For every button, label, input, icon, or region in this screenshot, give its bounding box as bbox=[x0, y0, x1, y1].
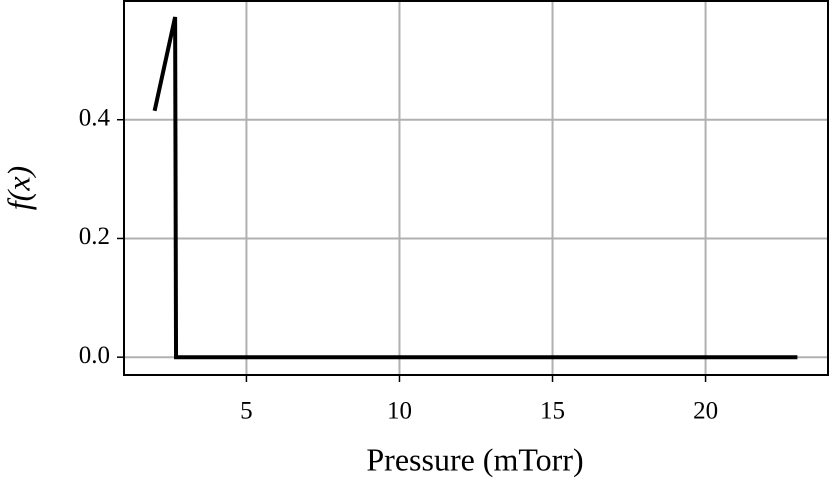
y-tick-label: 0.2 bbox=[79, 223, 110, 250]
x-tick-label: 5 bbox=[240, 398, 253, 425]
data-line bbox=[152, 16, 798, 360]
y-axis-label: f(x) bbox=[0, 166, 36, 210]
y-tick-label: 0.4 bbox=[79, 104, 111, 131]
plot-frame bbox=[123, 0, 829, 376]
x-tick-label: 10 bbox=[387, 398, 412, 425]
x-tick-label: 15 bbox=[540, 398, 565, 425]
y-tick-label: 0.0 bbox=[79, 342, 110, 369]
x-tick-label: 20 bbox=[693, 398, 718, 425]
x-axis-label: Pressure (mTorr) bbox=[366, 441, 583, 477]
